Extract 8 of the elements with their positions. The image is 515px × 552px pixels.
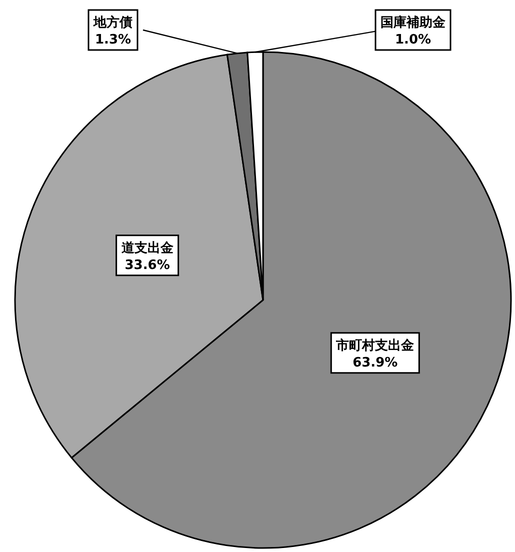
data-label: 1.0% <box>394 32 432 48</box>
slice-label: 市町村支出金 <box>335 337 416 354</box>
slice-label: 国庫補助金 <box>380 14 446 30</box>
slice-label: 道支出金 <box>120 240 174 256</box>
slice-label: 地方債 <box>92 14 132 30</box>
data-label: 63.9% <box>352 355 398 370</box>
data-label: 1.3% <box>94 32 132 48</box>
data-label: 33.6% <box>124 258 170 273</box>
